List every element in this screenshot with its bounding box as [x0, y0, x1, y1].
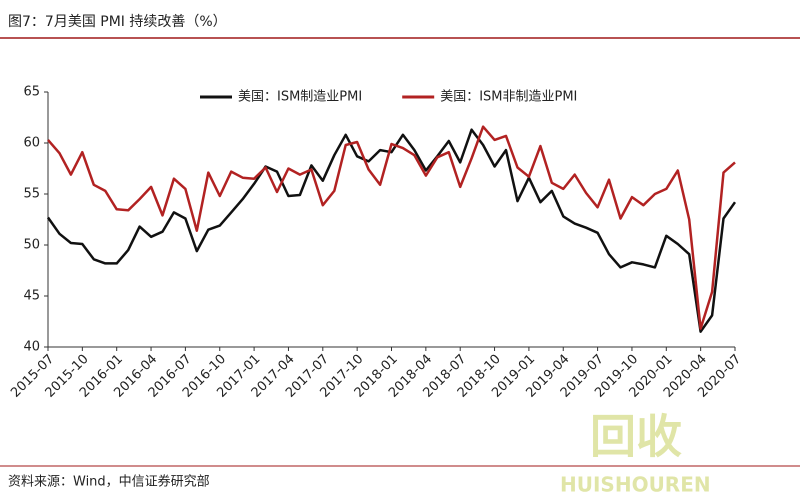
watermark-logo: 回收: [590, 410, 682, 464]
series-line: [47, 125, 736, 330]
legend-label: 美国：ISM非制造业PMI: [440, 90, 577, 105]
watermark-text: HUISHOUREN: [560, 473, 711, 497]
series-line: [46, 128, 737, 333]
legend-label: 美国：ISM制造业PMI: [238, 90, 362, 105]
chart-title: 图7：7月美国 PMI 持续改善（%）: [8, 13, 227, 30]
y-tick-label: 50: [23, 238, 40, 253]
y-tick-label: 45: [23, 289, 40, 304]
y-tick-label: 65: [23, 85, 40, 100]
y-tick-label: 55: [23, 187, 40, 202]
y-tick-label: 40: [23, 340, 40, 355]
y-tick-label: 60: [23, 136, 40, 151]
source-note: 资料来源：Wind，中信证券研究部: [8, 474, 210, 490]
